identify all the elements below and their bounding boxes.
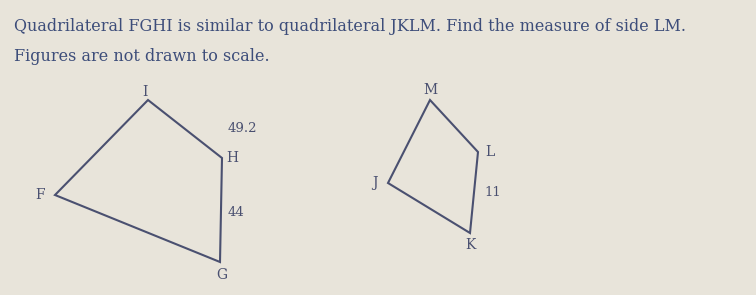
Text: Quadrilateral FGHI is similar to quadrilateral JKLM. Find the measure of side LM: Quadrilateral FGHI is similar to quadril… (14, 18, 686, 35)
Text: I: I (142, 85, 147, 99)
Text: Figures are not drawn to scale.: Figures are not drawn to scale. (14, 48, 270, 65)
Text: 44: 44 (228, 206, 245, 219)
Text: H: H (226, 151, 238, 165)
Text: L: L (485, 145, 494, 159)
Text: 11: 11 (484, 186, 500, 199)
Text: J: J (372, 176, 378, 190)
Text: F: F (36, 188, 45, 202)
Text: K: K (465, 238, 476, 252)
Text: M: M (423, 83, 437, 97)
Text: 49.2: 49.2 (228, 122, 258, 135)
Text: G: G (216, 268, 228, 282)
